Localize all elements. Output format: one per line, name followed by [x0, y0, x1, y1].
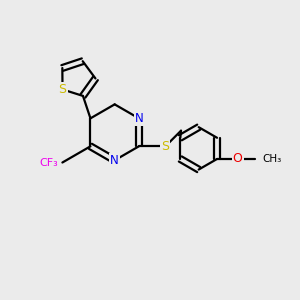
Text: CF₃: CF₃ — [39, 158, 58, 167]
Text: S: S — [161, 140, 169, 153]
Text: S: S — [58, 83, 67, 96]
Text: N: N — [110, 154, 119, 167]
Text: O: O — [233, 152, 243, 166]
Text: CH₃: CH₃ — [262, 154, 281, 164]
Text: N: N — [134, 112, 143, 125]
